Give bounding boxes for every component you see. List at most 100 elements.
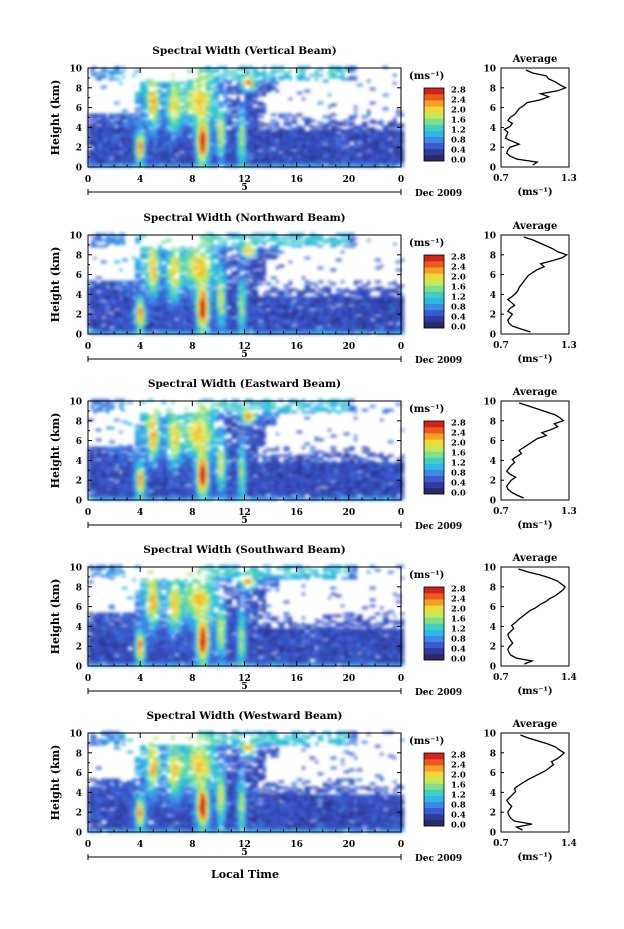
heatmap-cell <box>142 149 146 152</box>
heatmap-cell <box>171 119 175 123</box>
heatmap-cell <box>205 83 209 87</box>
heatmap-cell <box>147 159 152 162</box>
heatmap-cell <box>200 83 204 87</box>
heatmap-cell <box>119 145 123 148</box>
heatmap-cell <box>207 81 212 85</box>
heatmap-cell <box>98 133 102 136</box>
heatmap-cell <box>197 73 201 77</box>
heatmap-cell <box>200 155 204 158</box>
heatmap-cell <box>132 145 136 148</box>
heatmap-cell <box>103 153 107 156</box>
heatmap-cell <box>181 127 186 130</box>
heatmap-cell <box>90 149 94 152</box>
heatmap-cell <box>168 99 173 103</box>
heatmap-cell <box>103 147 107 150</box>
heatmap-cell <box>184 83 188 87</box>
heatmap-cell <box>134 69 139 73</box>
heatmap-cell <box>194 115 199 119</box>
heatmap-cell <box>116 155 120 158</box>
heatmap-cell <box>93 159 97 162</box>
heatmap-cell <box>200 141 204 144</box>
heatmap-cell <box>158 83 162 87</box>
heatmap-cell <box>161 147 165 150</box>
heatmap-cell <box>207 155 212 158</box>
heatmap-cell <box>145 87 149 91</box>
heatmap-cell <box>359 83 363 87</box>
heatmap-cell <box>192 131 196 134</box>
heatmap-cell <box>88 127 92 130</box>
heatmap-cell <box>93 115 97 119</box>
heatmap-cell <box>142 139 146 142</box>
heatmap-cell <box>132 123 136 127</box>
colorbar-swatch <box>424 130 444 137</box>
heatmap-cell <box>116 137 120 140</box>
heatmap-cell <box>93 125 97 128</box>
heatmap-cell <box>142 133 146 136</box>
heatmap-cell <box>202 155 206 158</box>
heatmap-cell <box>174 125 178 128</box>
heatmap-cell <box>121 115 126 119</box>
heatmap-cell <box>236 95 240 99</box>
heatmap-cell <box>127 161 131 164</box>
heatmap-cell <box>111 149 115 152</box>
heatmap-cell <box>166 163 170 166</box>
heatmap-cell <box>103 161 107 164</box>
y-tick-label: 10 <box>69 65 82 75</box>
heatmap-cell <box>161 109 165 113</box>
heatmap-cell <box>207 75 212 79</box>
heatmap-cell <box>179 129 183 132</box>
heatmap-cell <box>197 103 201 107</box>
heatmap-cell <box>108 153 113 156</box>
panel-1: Spectral Width (Vertical Beam)0246810Hei… <box>49 45 577 199</box>
heatmap-cell <box>200 91 204 95</box>
profile-unit: (ms⁻¹) <box>517 187 552 198</box>
heatmap-cell <box>114 68 118 71</box>
heatmap-cell <box>197 95 201 99</box>
heatmap-cell <box>103 85 107 89</box>
heatmap-cell <box>189 93 193 97</box>
heatmap-cell <box>187 133 191 136</box>
heatmap-cell <box>187 155 191 158</box>
heatmap-cell <box>207 147 212 150</box>
heatmap-cell <box>168 159 173 162</box>
heatmap-cell <box>132 113 136 117</box>
heatmap-cell <box>273 85 277 89</box>
heatmap-cell <box>168 109 173 113</box>
heatmap-cell <box>166 133 170 136</box>
heatmap-cell <box>147 81 152 85</box>
heatmap-cell <box>176 95 180 99</box>
heatmap-cell <box>161 145 165 148</box>
heatmap-cell <box>189 151 193 154</box>
heatmap-cell <box>155 83 160 87</box>
heatmap-cell <box>168 145 173 148</box>
heatmap-cell <box>176 113 180 117</box>
heatmap-cell <box>163 115 167 119</box>
heatmap-cell <box>200 143 204 146</box>
heatmap-cell <box>181 145 186 148</box>
heatmap-cell <box>176 93 180 97</box>
heatmap-cell <box>171 89 175 93</box>
heatmap-cell <box>142 101 146 105</box>
heatmap-cell <box>137 91 141 95</box>
heatmap-cell <box>95 161 100 164</box>
heatmap-cell <box>189 81 193 85</box>
heatmap-cell <box>101 69 105 73</box>
heatmap-cell <box>207 157 212 160</box>
heatmap-cell <box>90 113 94 117</box>
heatmap-cell <box>101 151 105 154</box>
heatmap-cell <box>150 83 154 87</box>
heatmap-cell <box>161 123 165 127</box>
heatmap-cell <box>179 131 183 134</box>
heatmap-cell <box>189 105 193 109</box>
heatmap-cell <box>90 123 94 127</box>
heatmap-cell <box>194 85 199 89</box>
heatmap-cell <box>184 117 188 121</box>
heatmap-cell <box>129 113 133 117</box>
heatmap-cell <box>127 125 131 128</box>
heatmap-cell <box>132 125 136 128</box>
colorbar-swatch <box>424 106 444 113</box>
heatmap-cell <box>108 151 113 154</box>
heatmap-cell <box>189 87 193 91</box>
heatmap-cell <box>168 121 173 125</box>
heatmap-cell <box>179 107 183 111</box>
